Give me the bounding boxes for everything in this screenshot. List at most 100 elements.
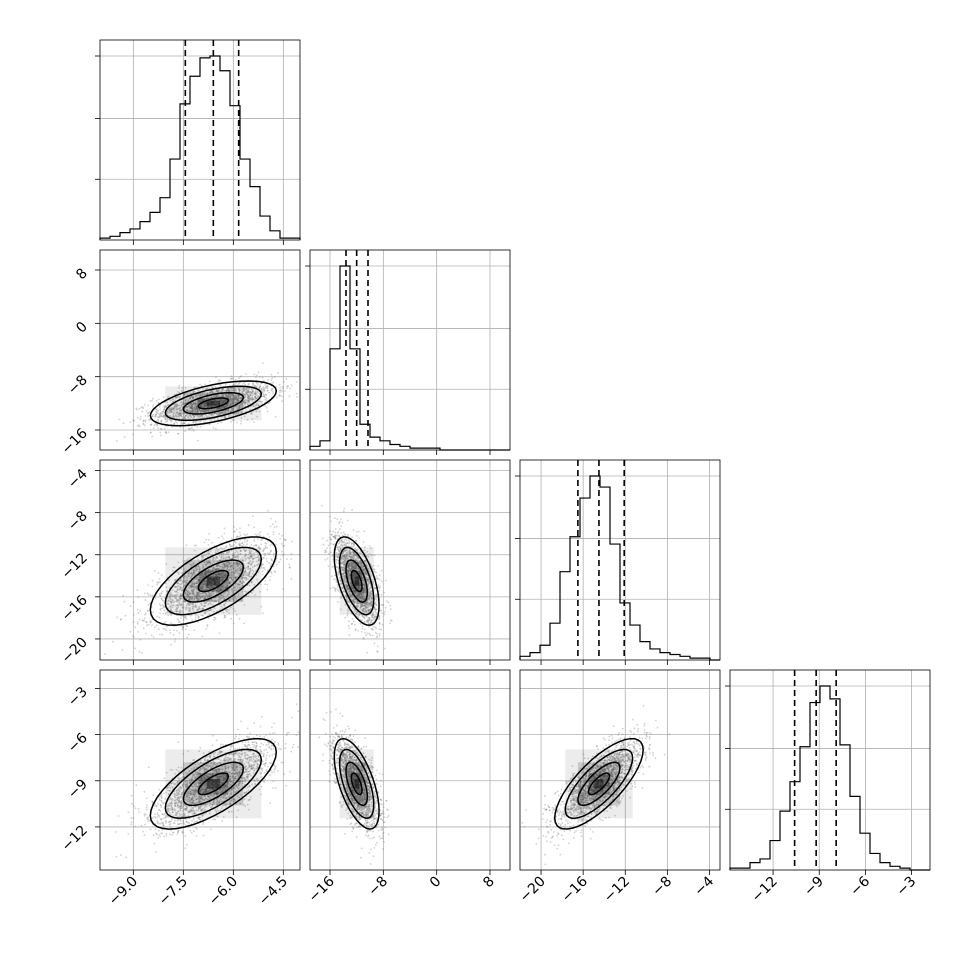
scatter-point	[241, 545, 243, 547]
scatter-point	[204, 383, 206, 386]
scatter-point	[147, 623, 150, 626]
scatter-point	[151, 594, 154, 597]
scatter-point	[173, 410, 176, 413]
scatter-point	[189, 409, 191, 412]
scatter-point	[230, 537, 233, 540]
scatter-point	[160, 592, 163, 594]
scatter-point	[157, 427, 160, 429]
scatter-point	[245, 373, 247, 375]
scatter-point	[150, 620, 152, 622]
scatter-point	[276, 396, 279, 398]
scatter-point	[201, 409, 204, 412]
scatter-point	[192, 421, 194, 424]
scatter-point	[262, 612, 264, 614]
scatter-point	[364, 631, 366, 634]
scatter-point	[235, 536, 238, 539]
scatter-point	[290, 577, 293, 580]
scatter-point	[240, 420, 243, 423]
scatter-point	[230, 375, 233, 378]
scatter-point	[161, 607, 163, 610]
scatter-point	[209, 402, 212, 405]
scatter-point	[270, 559, 273, 561]
scatter-point	[266, 384, 268, 387]
scatter-point	[238, 536, 241, 538]
scatter-point	[222, 405, 225, 407]
scatter-point	[206, 623, 209, 626]
scatter-point	[270, 517, 272, 520]
scatter-point	[234, 398, 237, 400]
scatter-point	[197, 439, 199, 442]
scatter-point	[215, 400, 218, 403]
scatter-point	[212, 426, 215, 429]
scatter-point	[254, 533, 257, 536]
scatter-point	[337, 601, 339, 603]
scatter-panel-0-2	[95, 459, 301, 665]
scatter-point	[221, 405, 224, 408]
scatter-point	[203, 541, 206, 544]
scatter-point	[147, 593, 150, 596]
scatter-point	[279, 389, 282, 392]
scatter-point	[223, 532, 226, 535]
scatter-point	[185, 402, 187, 404]
scatter-point	[129, 630, 132, 633]
scatter-point	[195, 544, 197, 547]
scatter-point	[124, 614, 127, 617]
scatter-point	[264, 545, 267, 547]
scatter-point	[147, 610, 149, 612]
scatter-point	[187, 399, 190, 402]
scatter-point	[156, 583, 159, 586]
scatter-point	[139, 418, 141, 421]
scatter-point	[213, 395, 216, 398]
scatter-point	[277, 372, 279, 374]
scatter-point	[239, 375, 242, 378]
scatter-point	[259, 534, 261, 537]
scatter-point	[201, 415, 204, 418]
scatter-point	[112, 640, 114, 643]
scatter-point	[268, 536, 271, 538]
scatter-point	[144, 420, 147, 423]
scatter-point	[208, 380, 211, 383]
scatter-point	[151, 579, 154, 582]
scatter-point	[234, 383, 236, 386]
scatter-point	[187, 633, 190, 636]
scatter-point	[331, 575, 333, 578]
scatter-point	[116, 440, 118, 442]
scatter-point	[222, 410, 225, 413]
scatter-point	[147, 412, 150, 415]
scatter-point	[142, 627, 145, 630]
scatter-point	[158, 581, 161, 584]
scatter-point	[233, 387, 236, 390]
scatter-point	[158, 405, 161, 408]
scatter-point	[174, 638, 177, 640]
scatter-point	[239, 534, 242, 536]
scatter-point	[272, 392, 274, 394]
scatter-point	[255, 376, 257, 379]
scatter-point	[279, 386, 282, 389]
scatter-point	[216, 413, 219, 416]
scatter-point	[172, 398, 175, 401]
scatter-point	[265, 406, 268, 409]
scatter-point	[173, 629, 175, 632]
scatter-point	[123, 436, 126, 438]
scatter-point	[144, 613, 146, 616]
scatter-point	[199, 425, 202, 428]
scatter-point	[157, 582, 159, 584]
scatter-point	[224, 615, 226, 617]
scatter-point	[245, 543, 248, 546]
scatter-point	[282, 545, 284, 548]
scatter-point	[196, 426, 199, 428]
scatter-point	[226, 393, 229, 395]
scatter-point	[247, 383, 250, 386]
scatter-point	[220, 421, 223, 424]
scatter-point	[133, 636, 135, 638]
scatter-point	[176, 629, 178, 632]
scatter-point	[211, 405, 214, 408]
scatter-point	[163, 427, 166, 430]
scatter-point	[163, 605, 166, 608]
scatter-point	[268, 553, 271, 556]
scatter-point	[281, 385, 284, 388]
scatter-point	[232, 622, 235, 625]
scatter-point	[136, 408, 138, 411]
scatter-point	[132, 601, 135, 604]
density-cell	[206, 400, 220, 406]
